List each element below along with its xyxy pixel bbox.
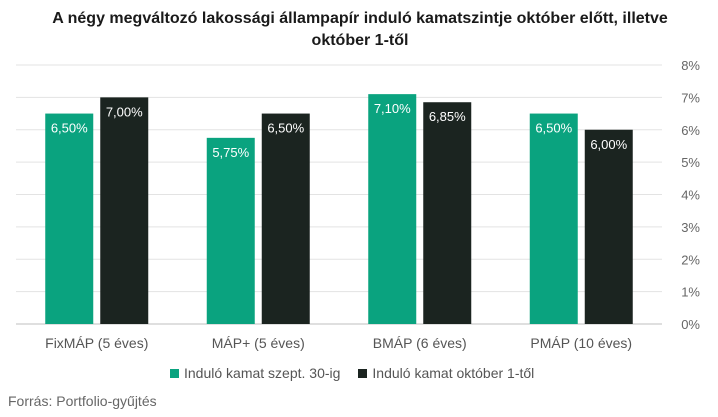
x-tick-label: MÁP+ (5 éves) xyxy=(212,335,305,351)
bar-series-1 xyxy=(368,94,417,324)
legend-label-series-1: Induló kamat szept. 30-ig xyxy=(184,365,341,381)
y-tick-label: 0% xyxy=(681,317,700,332)
chart-title: A négy megváltozó lakossági állampapír i… xyxy=(52,10,668,49)
bar-series-1 xyxy=(206,137,255,324)
data-label-series-2: 7,00% xyxy=(106,104,143,119)
y-tick-label: 4% xyxy=(681,188,700,203)
data-label-series-2: 6,50% xyxy=(267,121,304,136)
x-tick-label: PMÁP (10 éves) xyxy=(530,335,632,351)
legend-swatch-series-1 xyxy=(170,368,179,378)
bar-series-2 xyxy=(423,102,472,324)
data-label-series-2: 6,85% xyxy=(429,109,466,124)
y-tick-label: 5% xyxy=(681,155,700,170)
legend: Induló kamat szept. 30-ig Induló kamat o… xyxy=(170,365,534,381)
legend-label-series-2: Induló kamat október 1-től xyxy=(372,365,535,381)
legend-swatch-series-2 xyxy=(358,368,368,378)
legend-item-series-2: Induló kamat október 1-től xyxy=(358,365,534,381)
legend-item-series-1: Induló kamat szept. 30-ig xyxy=(170,365,340,381)
y-tick-label: 2% xyxy=(681,252,700,267)
data-label-series-1: 5,75% xyxy=(212,145,249,160)
x-tick-label: BMÁP (6 éves) xyxy=(373,335,467,351)
bar-series-1 xyxy=(45,113,94,324)
data-label-series-1: 7,10% xyxy=(374,101,411,116)
data-label-series-1: 6,50% xyxy=(535,121,572,136)
source-note: Forrás: Portfolio-gyűjtés xyxy=(8,393,157,409)
bar-series-2 xyxy=(100,97,149,324)
bar-series-2 xyxy=(584,129,633,324)
y-tick-label: 7% xyxy=(681,90,700,105)
bar-series-1 xyxy=(529,113,578,324)
y-tick-label: 8% xyxy=(681,58,700,73)
data-label-series-2: 6,00% xyxy=(590,137,627,152)
y-tick-label: 3% xyxy=(681,220,700,235)
y-tick-label: 1% xyxy=(681,285,700,300)
bar-series-2 xyxy=(261,113,310,324)
data-label-series-1: 6,50% xyxy=(51,121,88,136)
y-tick-label: 6% xyxy=(681,123,700,138)
x-tick-label: FixMÁP (5 éves) xyxy=(45,335,148,351)
